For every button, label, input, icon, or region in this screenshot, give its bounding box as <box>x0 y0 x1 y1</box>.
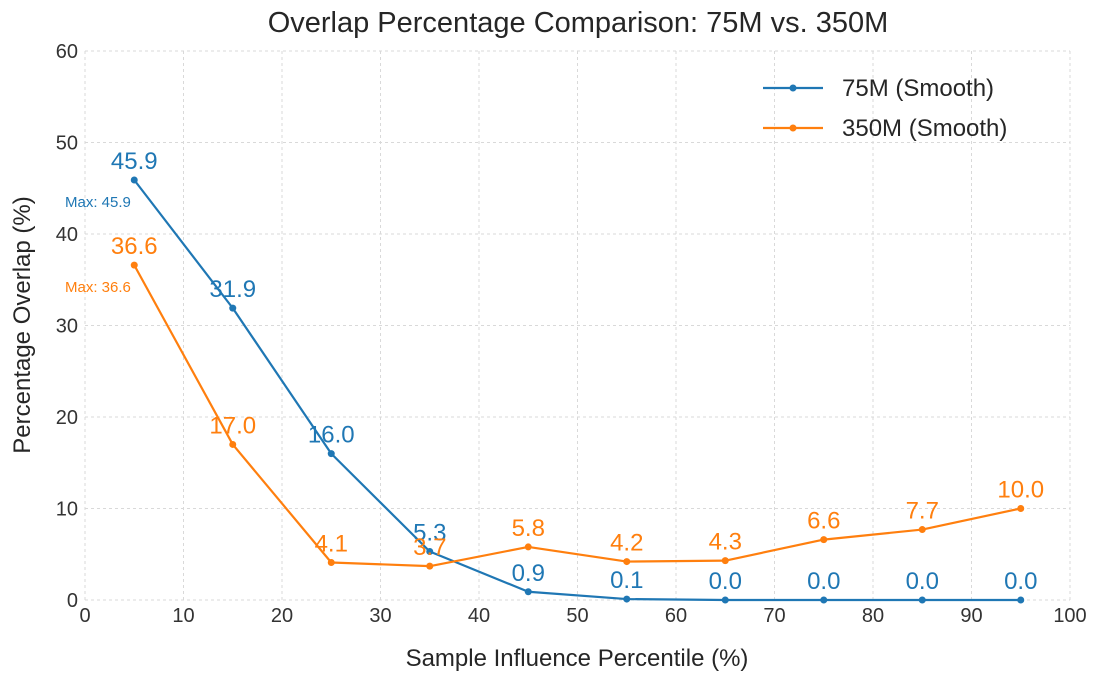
x-tick-label: 100 <box>1053 605 1086 627</box>
x-tick-label: 30 <box>369 605 391 627</box>
data-label: 45.9 <box>111 148 158 175</box>
series-0: 45.9 31.9 16.0 5.3 0.9 0.1 0.0 0.0 0.0 0.0 Max: 45… <box>65 148 1037 604</box>
y-tick-label: 10 <box>56 499 78 521</box>
data-label: 4.3 <box>709 529 742 556</box>
y-tick-label: 0 <box>67 590 78 612</box>
y-tick-label: 30 <box>56 316 78 338</box>
x-tick-label: 80 <box>862 605 884 627</box>
series-1: 36.6 17.0 4.1 3.7 5.8 4.2 4.3 6.6 7.7 10.0 Max: 36… <box>65 233 1044 570</box>
data-point <box>524 543 532 551</box>
x-tick-label: 50 <box>566 605 588 627</box>
max-annotation: Max: 45.9 <box>65 194 131 211</box>
legend: 75M (Smooth) 350M (Smooth) <box>763 75 1007 142</box>
data-label: 0.0 <box>709 568 742 595</box>
data-point <box>721 557 729 565</box>
x-tick-label: 70 <box>763 605 785 627</box>
x-tick-label: 10 <box>172 605 194 627</box>
data-label: 4.2 <box>610 530 643 557</box>
x-tick-label: 60 <box>665 605 687 627</box>
data-point <box>327 450 335 458</box>
grid <box>84 50 1071 601</box>
x-axis-label: Sample Influence Percentile (%) <box>406 645 749 672</box>
data-point <box>130 261 138 269</box>
legend-item: 350M (Smooth) <box>763 115 1007 142</box>
max-annotation: Max: 36.6 <box>65 279 131 296</box>
data-label: 7.7 <box>906 498 939 525</box>
data-label: 5.3 <box>413 520 446 547</box>
data-label: 6.6 <box>807 508 840 535</box>
series-line <box>133 179 1021 602</box>
data-point <box>229 440 237 448</box>
data-point <box>524 588 532 596</box>
data-label: 5.8 <box>512 515 545 542</box>
data-point <box>130 176 138 184</box>
data-label: 0.0 <box>807 568 840 595</box>
data-point <box>820 536 828 544</box>
data-point <box>623 595 631 603</box>
data-label: 36.6 <box>111 233 158 260</box>
legend-marker <box>789 84 797 92</box>
data-point <box>1017 596 1025 604</box>
data-point <box>426 548 434 556</box>
data-label: 0.1 <box>610 567 643 594</box>
data-label: 0.0 <box>906 568 939 595</box>
data-point <box>327 558 335 566</box>
data-label: 16.0 <box>308 422 355 449</box>
data-label: 17.0 <box>209 412 256 439</box>
y-axis-ticks: 0 10 20 30 40 50 60 <box>56 41 78 612</box>
data-point <box>721 596 729 604</box>
data-label: 10.0 <box>997 477 1044 504</box>
data-label: 0.9 <box>512 560 545 587</box>
data-point <box>1017 505 1025 512</box>
data-point <box>623 558 631 566</box>
y-tick-label: 50 <box>56 133 78 155</box>
x-tick-label: 0 <box>79 605 90 627</box>
legend-marker <box>789 124 797 132</box>
y-tick-label: 60 <box>56 41 78 63</box>
legend-label: 350M (Smooth) <box>842 115 1007 142</box>
data-point <box>918 596 926 604</box>
x-tick-label: 90 <box>960 605 982 627</box>
data-label: 3.7 <box>413 534 446 561</box>
data-label: 0.0 <box>1004 568 1037 595</box>
legend-label: 75M (Smooth) <box>842 75 994 102</box>
series-layer: 45.9 31.9 16.0 5.3 0.9 0.1 0.0 0.0 0.0 0.0 Max: 45… <box>65 148 1044 604</box>
y-tick-label: 40 <box>56 224 78 246</box>
series-line <box>133 264 1021 568</box>
chart-title: Overlap Percentage Comparison: 75M vs. 3… <box>268 7 889 39</box>
x-tick-label: 20 <box>271 605 293 627</box>
x-axis-ticks: 0 10 20 30 40 50 60 70 80 90 100 <box>79 605 1086 627</box>
legend-item: 75M (Smooth) <box>763 75 994 102</box>
data-point <box>820 596 828 604</box>
data-point <box>918 526 926 534</box>
data-point <box>229 304 237 312</box>
y-axis-label: Percentage Overlap (%) <box>9 196 36 453</box>
data-label: 31.9 <box>209 276 256 303</box>
y-tick-label: 20 <box>56 407 78 429</box>
data-point <box>426 562 434 570</box>
x-tick-label: 40 <box>468 605 490 627</box>
data-label: 4.1 <box>315 530 348 557</box>
